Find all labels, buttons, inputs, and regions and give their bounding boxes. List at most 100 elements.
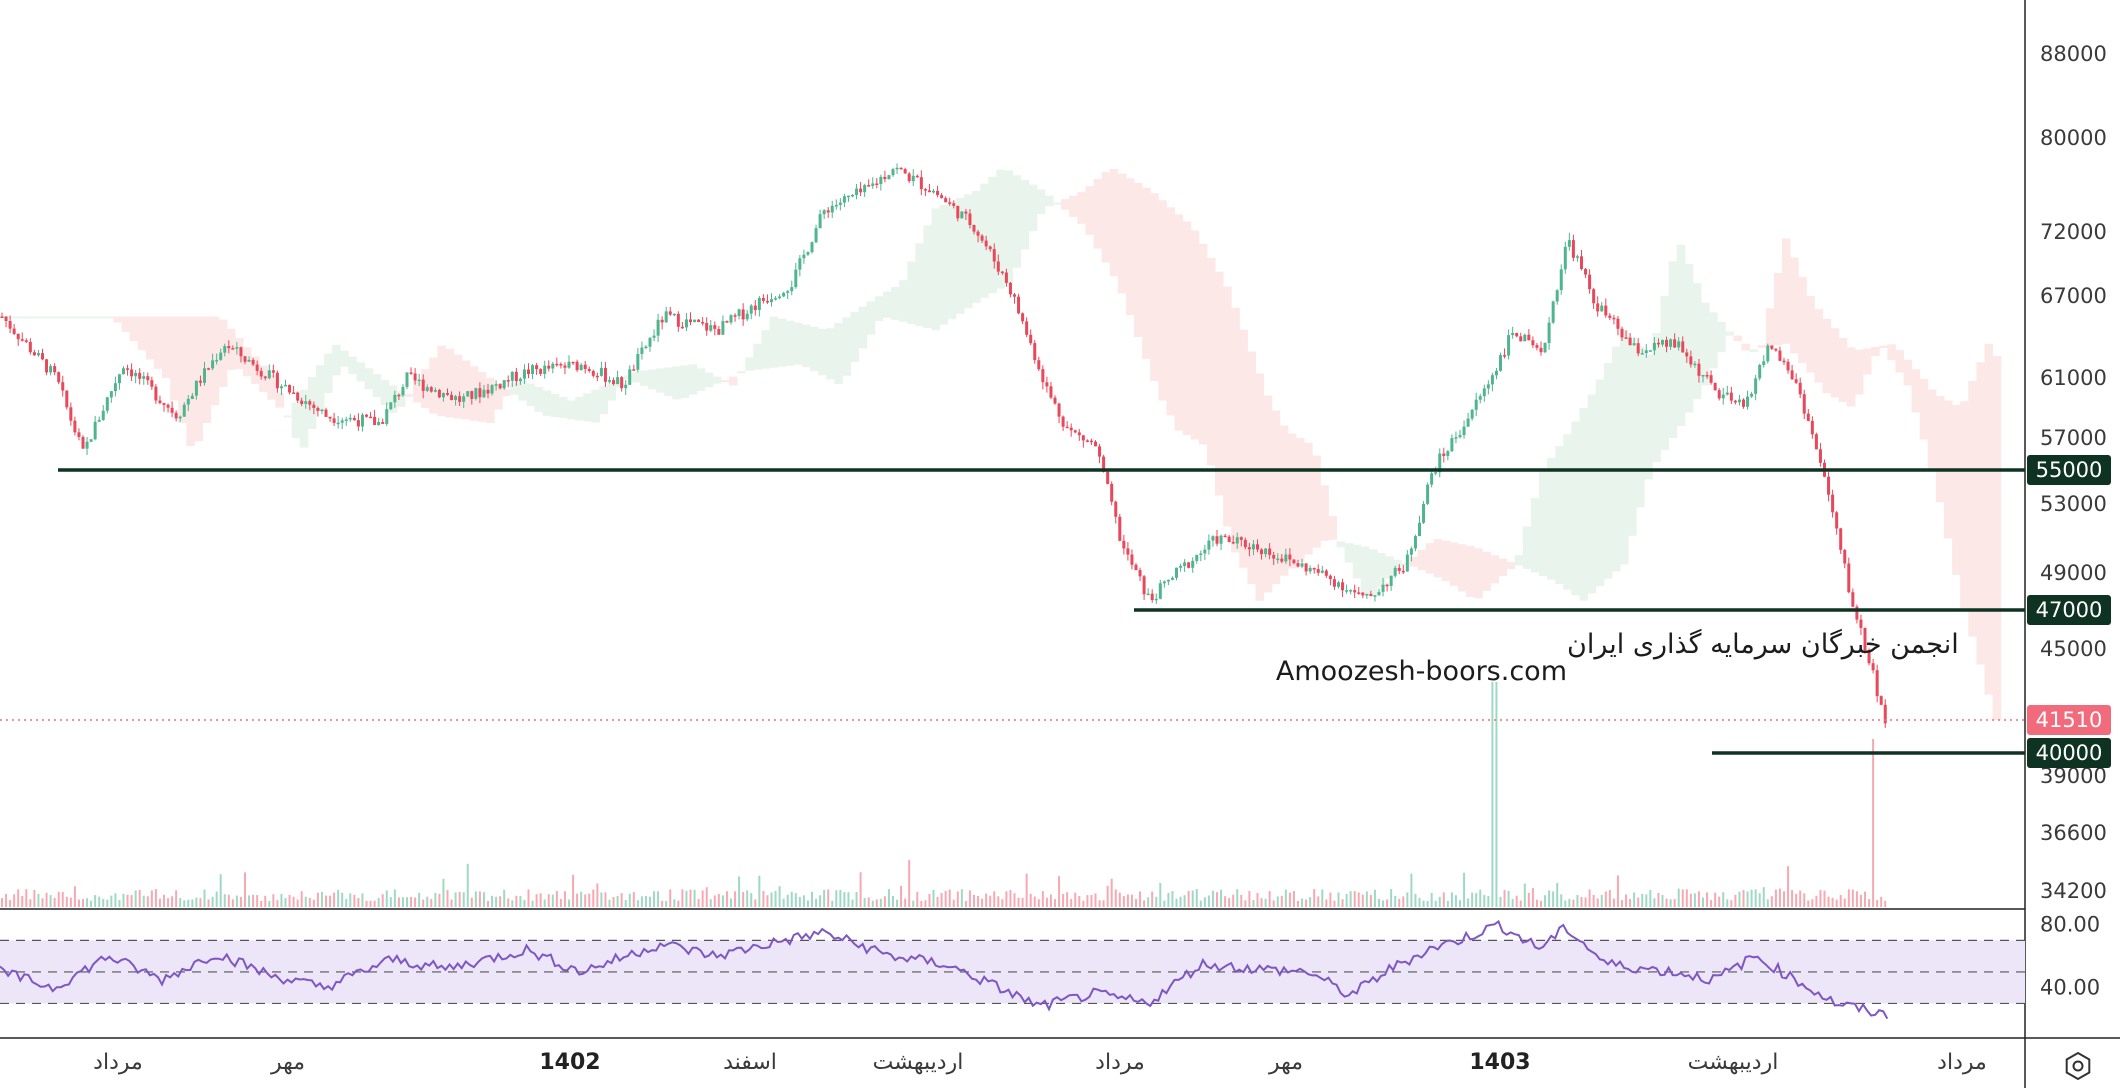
candle [1628, 333, 1632, 346]
candle [988, 245, 992, 252]
cloud-segment [162, 316, 171, 378]
volume-bar [248, 895, 251, 907]
cloud-segment [963, 194, 973, 309]
candle [510, 371, 514, 387]
volume-bar [1070, 898, 1073, 907]
cloud-segment [1174, 214, 1184, 431]
cloud-segment [972, 190, 981, 303]
candle [1316, 564, 1320, 576]
cloud-segment [1417, 550, 1427, 571]
candle [1571, 234, 1575, 262]
volume-bar [774, 890, 777, 907]
candle [1478, 393, 1482, 404]
volume-bar [57, 891, 60, 907]
cloud-segment [1198, 244, 1208, 445]
cloud-segment [186, 316, 195, 446]
candle [595, 372, 599, 382]
volume-bar [1868, 899, 1871, 907]
cloud-segment [1684, 264, 1694, 413]
volume-bar [94, 895, 97, 907]
volume-bar [1839, 895, 1842, 907]
volume-bar [673, 899, 676, 907]
volume-bar [1017, 897, 1020, 907]
candle [652, 329, 656, 342]
volume-bar [944, 891, 947, 907]
volume-bar [1139, 891, 1142, 907]
cloud-segment [243, 347, 252, 377]
candle [494, 380, 498, 391]
cloud-segment [1846, 347, 1856, 407]
settings-hex-icon[interactable] [2065, 1051, 2091, 1081]
cloud-segment [1628, 338, 1637, 536]
candle [482, 384, 486, 398]
candle [879, 174, 883, 191]
volume-bar [1872, 739, 1875, 907]
volume-bar [1706, 892, 1709, 907]
candle [1855, 604, 1859, 624]
time-label: 1403 [1469, 1050, 1530, 1075]
cloud-segment [761, 330, 770, 369]
volume-bar [1633, 892, 1636, 907]
volume-bar [61, 892, 64, 907]
cloud-segment [1676, 244, 1686, 426]
candle [1616, 316, 1620, 336]
candle [907, 172, 911, 184]
cloud-segment [550, 393, 560, 418]
candle [1462, 420, 1466, 439]
candle [952, 200, 956, 209]
cloud-segment [769, 316, 779, 368]
candle [1859, 614, 1863, 635]
cloud-segment [1927, 389, 1937, 469]
candle [1389, 575, 1393, 591]
cloud-segment [97, 316, 106, 319]
volume-bar [98, 896, 101, 907]
cloud-segment [129, 316, 139, 342]
cloud-segment [291, 402, 301, 438]
candle [1867, 648, 1871, 666]
volume-bar [268, 901, 271, 907]
candle [1373, 595, 1377, 602]
candle [1766, 343, 1770, 364]
cloud-segment [1773, 273, 1783, 346]
cloud-segment [607, 382, 617, 401]
cloud-segment [996, 169, 1005, 289]
volume-bar [1378, 899, 1380, 907]
candle [1049, 382, 1053, 399]
volume-bar [580, 891, 583, 907]
volume-bar [1240, 894, 1243, 907]
cloud-segment [591, 389, 600, 423]
candle [150, 376, 154, 390]
volume-bar [316, 892, 319, 907]
candle [875, 178, 879, 189]
cloud-segment [202, 316, 212, 423]
candle [490, 384, 494, 396]
cloud-segment [1166, 207, 1175, 416]
volume-bar [1268, 891, 1271, 907]
volume-bar [681, 889, 684, 907]
cloud-segment [567, 400, 576, 420]
cloud-segment [1117, 173, 1127, 294]
volume-bar [709, 899, 712, 907]
volume-bar [256, 895, 259, 907]
volume-bar [1637, 897, 1640, 907]
volume-bar [916, 891, 919, 907]
volume-bar [385, 890, 388, 907]
time-label: اردیبهشت [873, 1050, 964, 1075]
volume-bar [576, 893, 579, 907]
volume-bar [1260, 898, 1263, 907]
volume-bar [1309, 897, 1312, 907]
candle [745, 309, 749, 322]
candle [1393, 565, 1397, 578]
volume-bar [1001, 899, 1004, 907]
volume-bar [734, 891, 737, 907]
cloud-segment [153, 316, 163, 369]
volume-bar [1742, 890, 1745, 907]
candle [1665, 336, 1669, 353]
candle [628, 365, 632, 385]
candle [450, 391, 454, 401]
price-tick-label: 45000 [2040, 637, 2107, 661]
volume-bar [1244, 900, 1247, 907]
candle [1713, 382, 1717, 391]
cloud-segment [1749, 349, 1759, 352]
volume-bar [154, 889, 157, 907]
